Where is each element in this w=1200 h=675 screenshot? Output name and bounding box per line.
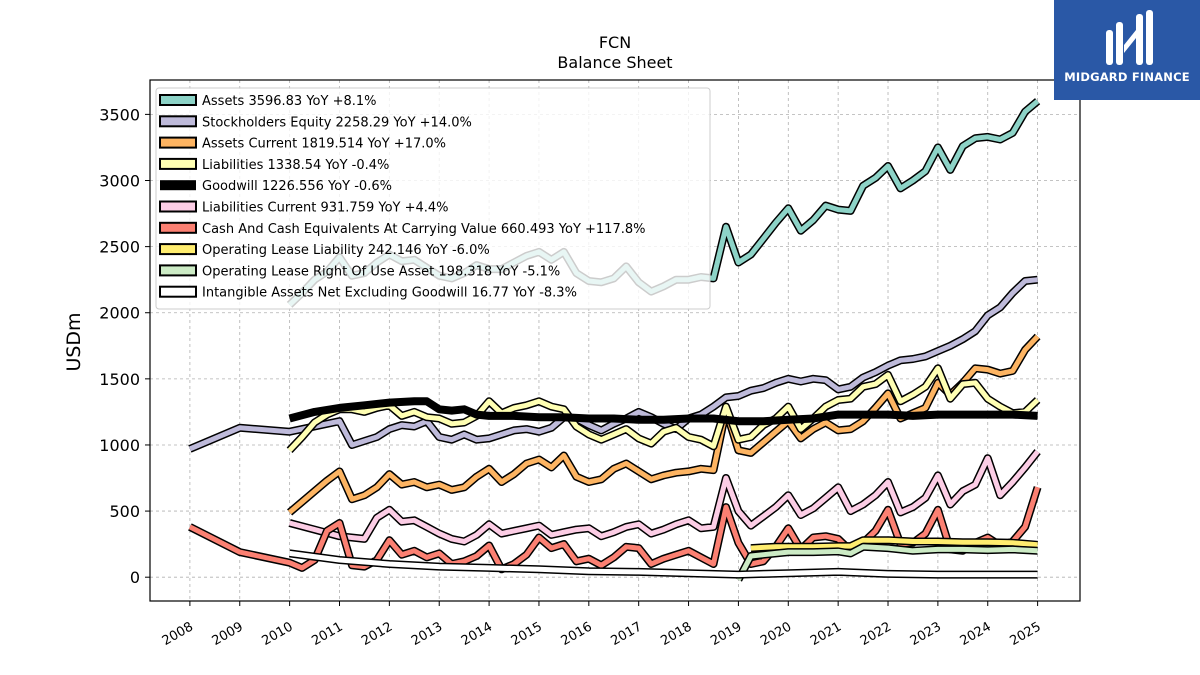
y-tick-label: 2500 (99, 238, 140, 257)
legend-swatch (159, 115, 197, 128)
x-axis-ticks: 2008 2009 2010 2011 2012 2013 2014 2015 2016 2017… (160, 601, 1044, 649)
x-tick-label: 2025 (1007, 619, 1043, 649)
series-line (288, 449, 1041, 546)
x-tick-label: 2010 (259, 619, 295, 649)
logo-mark-icon (1106, 10, 1153, 65)
chart-subtitle: Balance Sheet (557, 53, 672, 72)
series-line-stroke (750, 537, 1038, 551)
series-line-stroke (287, 365, 1040, 453)
x-tick-label: 2024 (958, 619, 994, 649)
legend-entry: Liabilities Current 931.759 YoY +4.4% (159, 200, 449, 216)
legend-swatch (159, 285, 197, 298)
x-tick-label: 2016 (559, 619, 595, 649)
legend-swatch (160, 180, 196, 191)
legend-label: Assets Current 1819.514 YoY +17.0% (202, 137, 446, 152)
legend-label: Operating Lease Liability 242.146 YoY -6… (202, 243, 490, 258)
y-tick-label: 2000 (99, 304, 140, 323)
legend-label: Liabilities 1338.54 YoY -0.4% (202, 158, 389, 173)
series-line-stroke (288, 450, 1040, 544)
legend-label: Stockholders Equity 2258.29 YoY +14.0% (202, 115, 472, 130)
legend-entry: Assets 3596.83 YoY +8.1% (159, 94, 377, 109)
x-tick-label: 2023 (908, 619, 944, 649)
legend-entry: Operating Lease Liability 242.146 YoY -6… (159, 243, 490, 258)
x-tick-label: 2012 (359, 619, 395, 649)
legend-label: Cash And Cash Equivalents At Carrying Va… (202, 222, 645, 237)
y-axis-ticks: 0 500 1000 1500 2000 2500 3000 3500 (99, 105, 150, 587)
legend-entry: Liabilities 1338.54 YoY -0.4% (159, 157, 389, 173)
x-tick-label: 2014 (459, 619, 495, 649)
legend-swatch (159, 221, 197, 234)
y-tick-label: 1000 (99, 436, 140, 455)
legend-label: Liabilities Current 931.759 YoY +4.4% (202, 201, 449, 216)
legend-entry: Assets Current 1819.514 YoY +17.0% (159, 136, 446, 152)
legend-entry: Cash And Cash Equivalents At Carrying Va… (159, 221, 645, 237)
x-tick-label: 2022 (858, 619, 894, 649)
series-line-stroke (288, 397, 1038, 426)
y-tick-label: 3500 (99, 105, 140, 124)
x-tick-label: 2017 (609, 619, 645, 649)
legend-swatch (159, 157, 197, 170)
x-tick-label: 2020 (758, 619, 794, 649)
y-tick-label: 3000 (99, 171, 140, 190)
x-tick-label: 2019 (708, 619, 744, 649)
legend-label: Assets 3596.83 YoY +8.1% (202, 94, 377, 109)
legend-entry: Intangible Assets Net Excluding Goodwill… (159, 285, 577, 301)
x-tick-label: 2009 (210, 619, 246, 649)
legend-swatch (159, 136, 197, 149)
legend: Assets 3596.83 YoY +8.1% Stockholders Equ… (155, 87, 711, 310)
series-line (289, 549, 1038, 579)
series-line (288, 397, 1038, 426)
logo-text: MIDGARD FINANCE (1064, 70, 1190, 84)
plot-area (149, 79, 1081, 602)
legend-entry: Stockholders Equity 2258.29 YoY +14.0% (159, 115, 472, 130)
legend-swatch (159, 264, 197, 277)
x-tick-label: 2013 (409, 619, 445, 649)
x-tick-label: 2011 (309, 619, 345, 649)
y-tick-label: 1500 (99, 370, 140, 389)
x-tick-label: 2018 (658, 619, 694, 649)
x-tick-label: 2015 (509, 619, 545, 649)
legend-entry: Goodwill 1226.556 YoY -0.6% (160, 179, 392, 194)
legend-entry: Operating Lease Right Of Use Asset 198.3… (159, 264, 560, 279)
legend-label: Intangible Assets Net Excluding Goodwill… (202, 286, 577, 301)
series-line (734, 542, 1038, 582)
brand-logo: MIDGARD FINANCE (1054, 0, 1200, 100)
series-line (750, 536, 1038, 553)
series-line-stroke (289, 550, 1038, 578)
y-tick-label: 0 (130, 568, 140, 587)
legend-box (155, 87, 711, 310)
legend-swatch (159, 243, 197, 256)
y-axis-label: USDm (63, 312, 85, 371)
y-tick-label: 500 (109, 502, 140, 521)
legend-swatch (159, 200, 197, 213)
x-tick-label: 2008 (160, 619, 196, 649)
legend-label: Goodwill 1226.556 YoY -0.6% (202, 179, 392, 194)
legend-swatch (159, 94, 197, 106)
x-tick-label: 2021 (808, 619, 844, 649)
series-line (286, 364, 1041, 454)
legend-label: Operating Lease Right Of Use Asset 198.3… (202, 264, 560, 279)
chart-title: FCN (599, 33, 631, 52)
series-line-stroke (736, 544, 1038, 581)
